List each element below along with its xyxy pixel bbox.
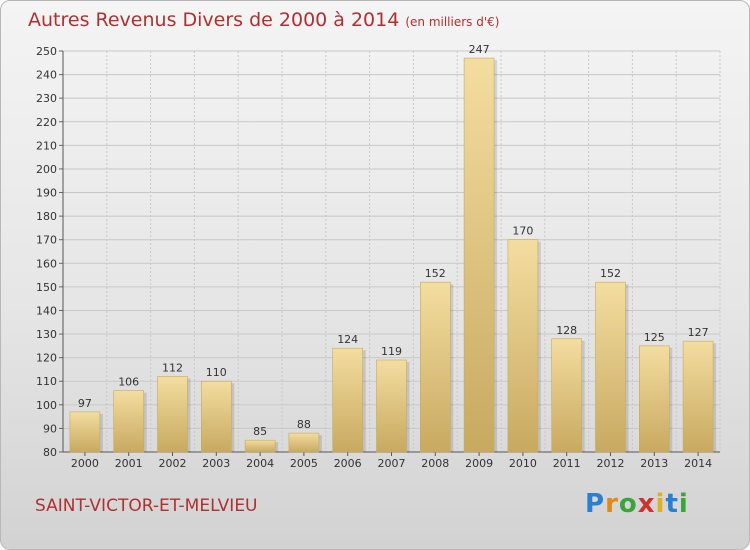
x-tick-label: 2002	[159, 457, 187, 470]
data-label: 247	[469, 43, 490, 56]
bars	[69, 57, 717, 453]
data-label: 128	[556, 324, 577, 337]
data-label: 152	[425, 267, 446, 280]
bar-2012	[595, 281, 626, 453]
bar-2000	[69, 411, 101, 453]
data-label: 112	[162, 362, 183, 375]
y-tick-label: 100	[36, 399, 57, 412]
data-label: 119	[381, 345, 402, 358]
x-tick-label: 2013	[640, 457, 668, 470]
bar-2001	[113, 390, 144, 453]
data-label: 106	[118, 376, 139, 389]
x-tick-label: 2010	[509, 457, 537, 470]
y-tick-label: 210	[36, 139, 57, 152]
x-tick-label: 2009	[465, 457, 493, 470]
x-tick-label: 2006	[334, 457, 362, 470]
bar-2005	[288, 432, 320, 453]
y-tick-label: 250	[36, 45, 57, 58]
bar-2011	[551, 338, 583, 453]
bar-2003	[201, 380, 232, 453]
y-tick-label: 110	[36, 375, 57, 388]
y-tick-label: 190	[36, 187, 57, 200]
y-tick-label: 240	[36, 69, 57, 82]
data-label: 127	[688, 326, 709, 339]
y-tick-label: 120	[36, 352, 57, 365]
x-tick-label: 2014	[684, 457, 712, 470]
x-tick-label: 2000	[71, 457, 99, 470]
bar-2008	[419, 281, 451, 453]
bar-2002	[157, 376, 188, 453]
x-tick-label: 2007	[378, 457, 406, 470]
data-label: 88	[297, 418, 311, 431]
x-tick-label: 2008	[421, 457, 449, 470]
data-label: 97	[78, 397, 92, 410]
bar-2013	[638, 345, 670, 453]
y-tick-label: 180	[36, 210, 57, 223]
bar-2010	[507, 239, 539, 453]
data-label: 125	[644, 331, 665, 344]
x-tick-label: 2003	[202, 457, 230, 470]
y-tick-label: 150	[36, 281, 57, 294]
bar-2014	[682, 340, 714, 453]
chart-title-text: Autres Revenus Divers de 2000 à 2014	[28, 9, 400, 31]
x-tick-label: 2001	[115, 457, 143, 470]
y-tick-label: 200	[36, 163, 57, 176]
chart-title: Autres Revenus Divers de 2000 à 2014 (en …	[28, 9, 499, 31]
y-tick-label: 140	[36, 304, 57, 317]
x-tick-label: 2004	[246, 457, 274, 470]
bar-2006	[332, 347, 364, 453]
y-tick-label: 130	[36, 328, 57, 341]
data-labels: 97 106 112 110 85 88 124 119 152 247 170 128 152 125 1…	[78, 43, 709, 438]
bar-2004	[244, 439, 276, 453]
commune-name: SAINT-VICTOR-ET-MELVIEU	[35, 496, 258, 516]
y-tick-label: 90	[43, 422, 57, 435]
data-label: 152	[600, 267, 621, 280]
y-tick-label: 160	[36, 257, 57, 270]
y-tick-label: 220	[36, 116, 57, 129]
data-label: 110	[206, 366, 227, 379]
x-tick-label: 2012	[597, 457, 625, 470]
y-tick-label: 170	[36, 234, 57, 247]
chart-subtitle: (en milliers d'€)	[405, 15, 500, 29]
y-tick-label: 230	[36, 92, 57, 105]
x-tick-label: 2011	[553, 457, 581, 470]
bar-2007	[376, 359, 407, 453]
axes: 8090100110120130140150160170180190200210…	[36, 45, 720, 470]
proxiti-logo: Proxiti	[585, 489, 689, 519]
data-label: 85	[253, 425, 267, 438]
data-label: 124	[337, 333, 358, 346]
bar-2009	[463, 57, 495, 453]
x-tick-label: 2005	[290, 457, 318, 470]
data-label: 170	[512, 225, 533, 238]
y-tick-label: 80	[43, 446, 57, 459]
